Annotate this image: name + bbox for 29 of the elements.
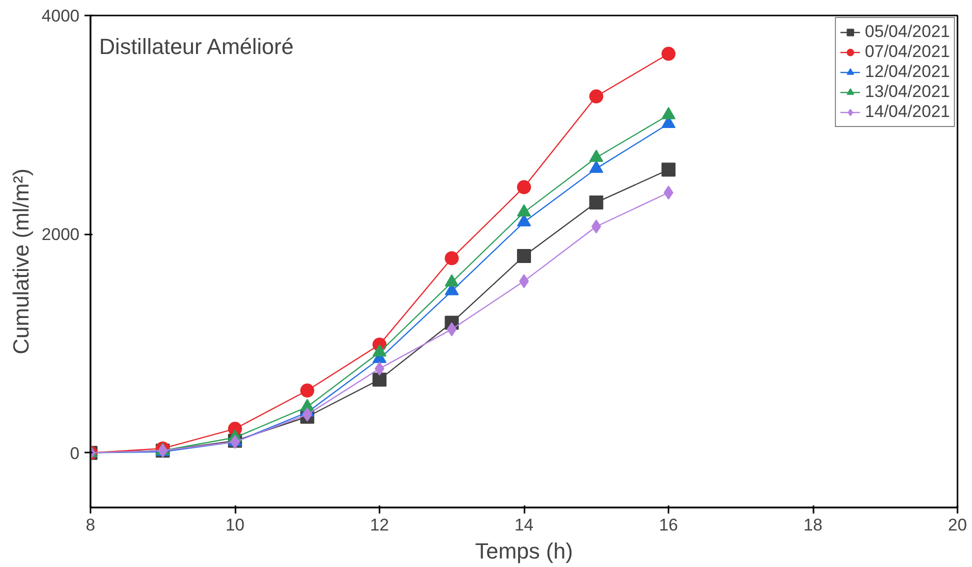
point [517,180,531,194]
y-tick-label: 4000 [42,6,80,26]
legend-label: 05/04/2021 [864,22,950,42]
x-tick-label: 12 [370,516,389,534]
y-axis-title: Cumulative (ml/m²) [8,168,34,354]
point [517,249,531,264]
x-tick-label: 16 [659,516,678,534]
text: Distillateur Amélioré [99,34,294,60]
point [589,195,604,210]
x-axis-title: Temps (h) [475,538,573,564]
x-tick-label: 20 [948,516,967,534]
legend-label: 12/04/2021 [864,62,950,82]
x-tick-label: 8 [86,516,96,534]
legend-label: 14/04/2021 [864,102,950,122]
point [662,162,676,177]
y-tick-label: 2000 [42,225,80,244]
y-tick-label: 0 [70,444,80,463]
legend-label: 07/04/2021 [864,42,950,62]
point [591,220,602,234]
x-tick-label: 14 [514,516,534,534]
point [444,251,459,266]
point [446,322,457,336]
point [372,372,386,387]
point [300,384,314,398]
x-tick-label: 10 [226,516,244,534]
point [662,46,676,61]
legend-label: 13/04/2021 [864,82,950,102]
point [589,89,604,104]
x-tick-label: 18 [804,516,822,534]
